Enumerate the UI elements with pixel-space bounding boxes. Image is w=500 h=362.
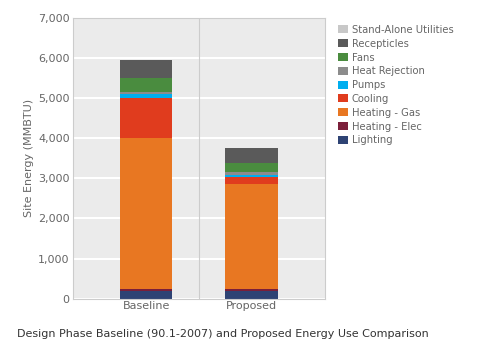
- Bar: [120, 138, 172, 289]
- Bar: [120, 289, 172, 291]
- Bar: [225, 177, 278, 184]
- Bar: [225, 184, 278, 289]
- Bar: [225, 148, 278, 163]
- Bar: [120, 98, 172, 138]
- Bar: [120, 92, 172, 94]
- Bar: [225, 289, 278, 291]
- Bar: [225, 163, 278, 172]
- Bar: [120, 78, 172, 92]
- Bar: [225, 172, 278, 175]
- Bar: [120, 291, 172, 299]
- Legend: Stand-Alone Utilities, Recepticles, Fans, Heat Rejection, Pumps, Cooling, Heatin: Stand-Alone Utilities, Recepticles, Fans…: [338, 25, 454, 145]
- Bar: [225, 175, 278, 177]
- Y-axis label: Site Energy (MMBTU): Site Energy (MMBTU): [24, 99, 34, 218]
- Text: Design Phase Baseline (90.1-2007) and Proposed Energy Use Comparison: Design Phase Baseline (90.1-2007) and Pr…: [17, 329, 429, 339]
- Bar: [120, 60, 172, 78]
- Bar: [225, 291, 278, 299]
- Bar: [120, 94, 172, 98]
